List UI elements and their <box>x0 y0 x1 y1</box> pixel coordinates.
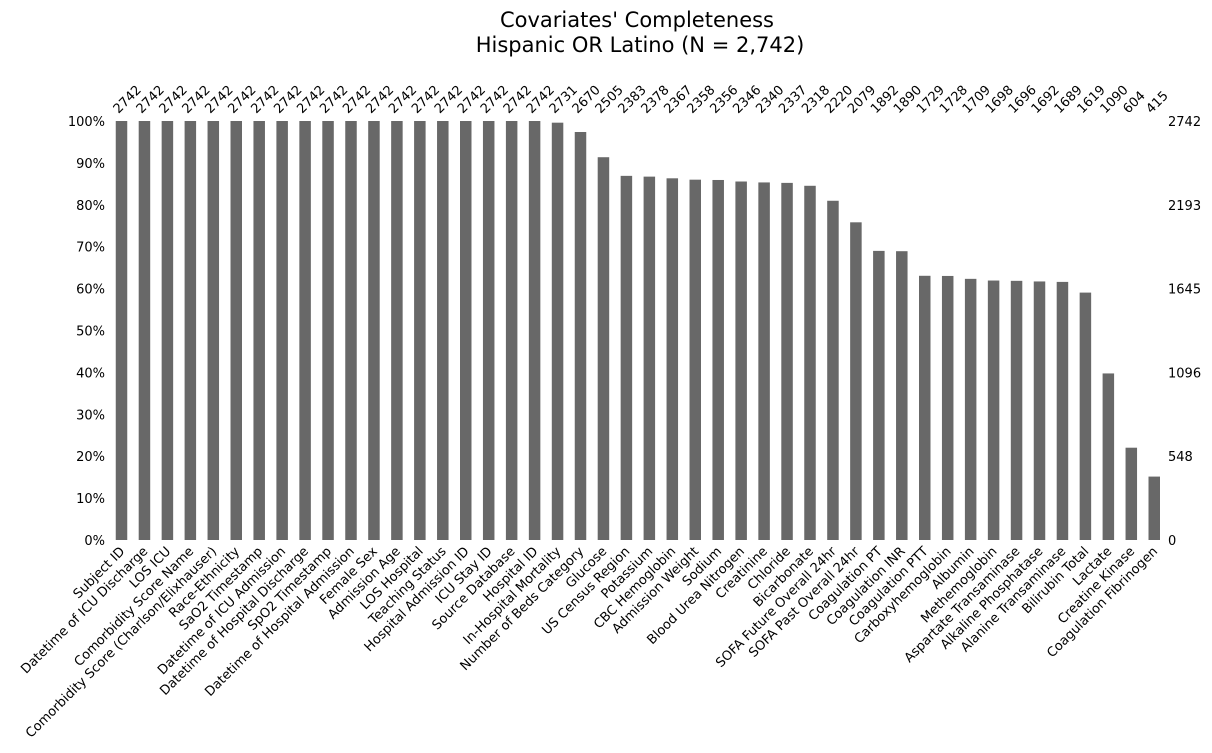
bar <box>758 182 770 540</box>
bar <box>391 121 403 540</box>
bar <box>1102 373 1115 540</box>
bar <box>941 275 954 540</box>
bar <box>666 178 679 540</box>
left-tick-label: 30% <box>76 408 105 423</box>
left-tick-label: 20% <box>76 450 105 465</box>
bar <box>505 121 518 540</box>
right-tick-label: 1645 <box>1168 283 1201 298</box>
bar <box>1033 281 1046 540</box>
left-tick-label: 0% <box>84 534 105 549</box>
bar <box>115 121 128 540</box>
right-tick-label: 2193 <box>1168 199 1201 214</box>
bar <box>850 222 862 540</box>
bar <box>597 157 610 541</box>
bar <box>138 121 151 540</box>
bar <box>873 250 885 540</box>
bar <box>827 200 839 540</box>
bar <box>896 251 908 540</box>
bar <box>322 121 334 540</box>
bar-count-label: 415 <box>1143 89 1171 117</box>
bar <box>987 280 1000 540</box>
bar <box>230 121 242 540</box>
left-axis: 0% 10% 20% 30% 40% 50% 60% 70% 80% 90% 100% <box>68 115 105 549</box>
bar <box>689 179 701 540</box>
left-tick-label: 100% <box>68 115 105 130</box>
left-tick-label: 50% <box>76 325 105 340</box>
bar <box>528 121 541 540</box>
bar <box>482 121 495 540</box>
bar <box>1079 292 1092 540</box>
bar <box>574 132 587 540</box>
left-tick-label: 40% <box>76 366 105 381</box>
chart-subtitle: Hispanic OR Latino (N = 2,742) <box>476 33 805 57</box>
bar <box>414 121 426 540</box>
bar <box>460 121 472 540</box>
chart-title: Covariates' Completeness <box>500 8 774 32</box>
bar <box>1125 447 1138 540</box>
bar <box>804 185 816 541</box>
bar <box>712 179 724 540</box>
right-axis: 0 548 1096 1645 2193 2742 <box>1168 115 1201 549</box>
bar <box>368 121 380 540</box>
left-tick-label: 60% <box>76 283 105 298</box>
bar <box>161 121 174 540</box>
right-tick-label: 2742 <box>1168 115 1201 130</box>
right-tick-label: 1096 <box>1168 366 1201 381</box>
bar <box>276 121 288 540</box>
bar <box>207 121 220 540</box>
left-tick-label: 90% <box>76 157 105 172</box>
count-labels-group: 2742274227422742274227422742274227422742… <box>111 83 1172 117</box>
bar <box>253 121 265 540</box>
right-tick-label: 548 <box>1168 450 1193 465</box>
bar <box>919 275 931 540</box>
left-tick-label: 10% <box>76 492 105 507</box>
bar <box>184 121 197 540</box>
bar <box>551 122 564 540</box>
bar <box>437 121 449 540</box>
right-tick-label: 0 <box>1168 534 1176 549</box>
bar <box>643 176 656 540</box>
bar <box>781 182 793 540</box>
bars-group <box>115 121 1160 541</box>
left-tick-label: 70% <box>76 241 105 256</box>
left-tick-label: 80% <box>76 199 105 214</box>
bar <box>1010 280 1023 540</box>
bar <box>735 181 747 541</box>
bar <box>620 175 633 540</box>
bar <box>964 278 977 540</box>
bar <box>1056 281 1069 540</box>
bar <box>345 121 357 540</box>
bar <box>1148 476 1160 540</box>
bar <box>299 121 311 540</box>
